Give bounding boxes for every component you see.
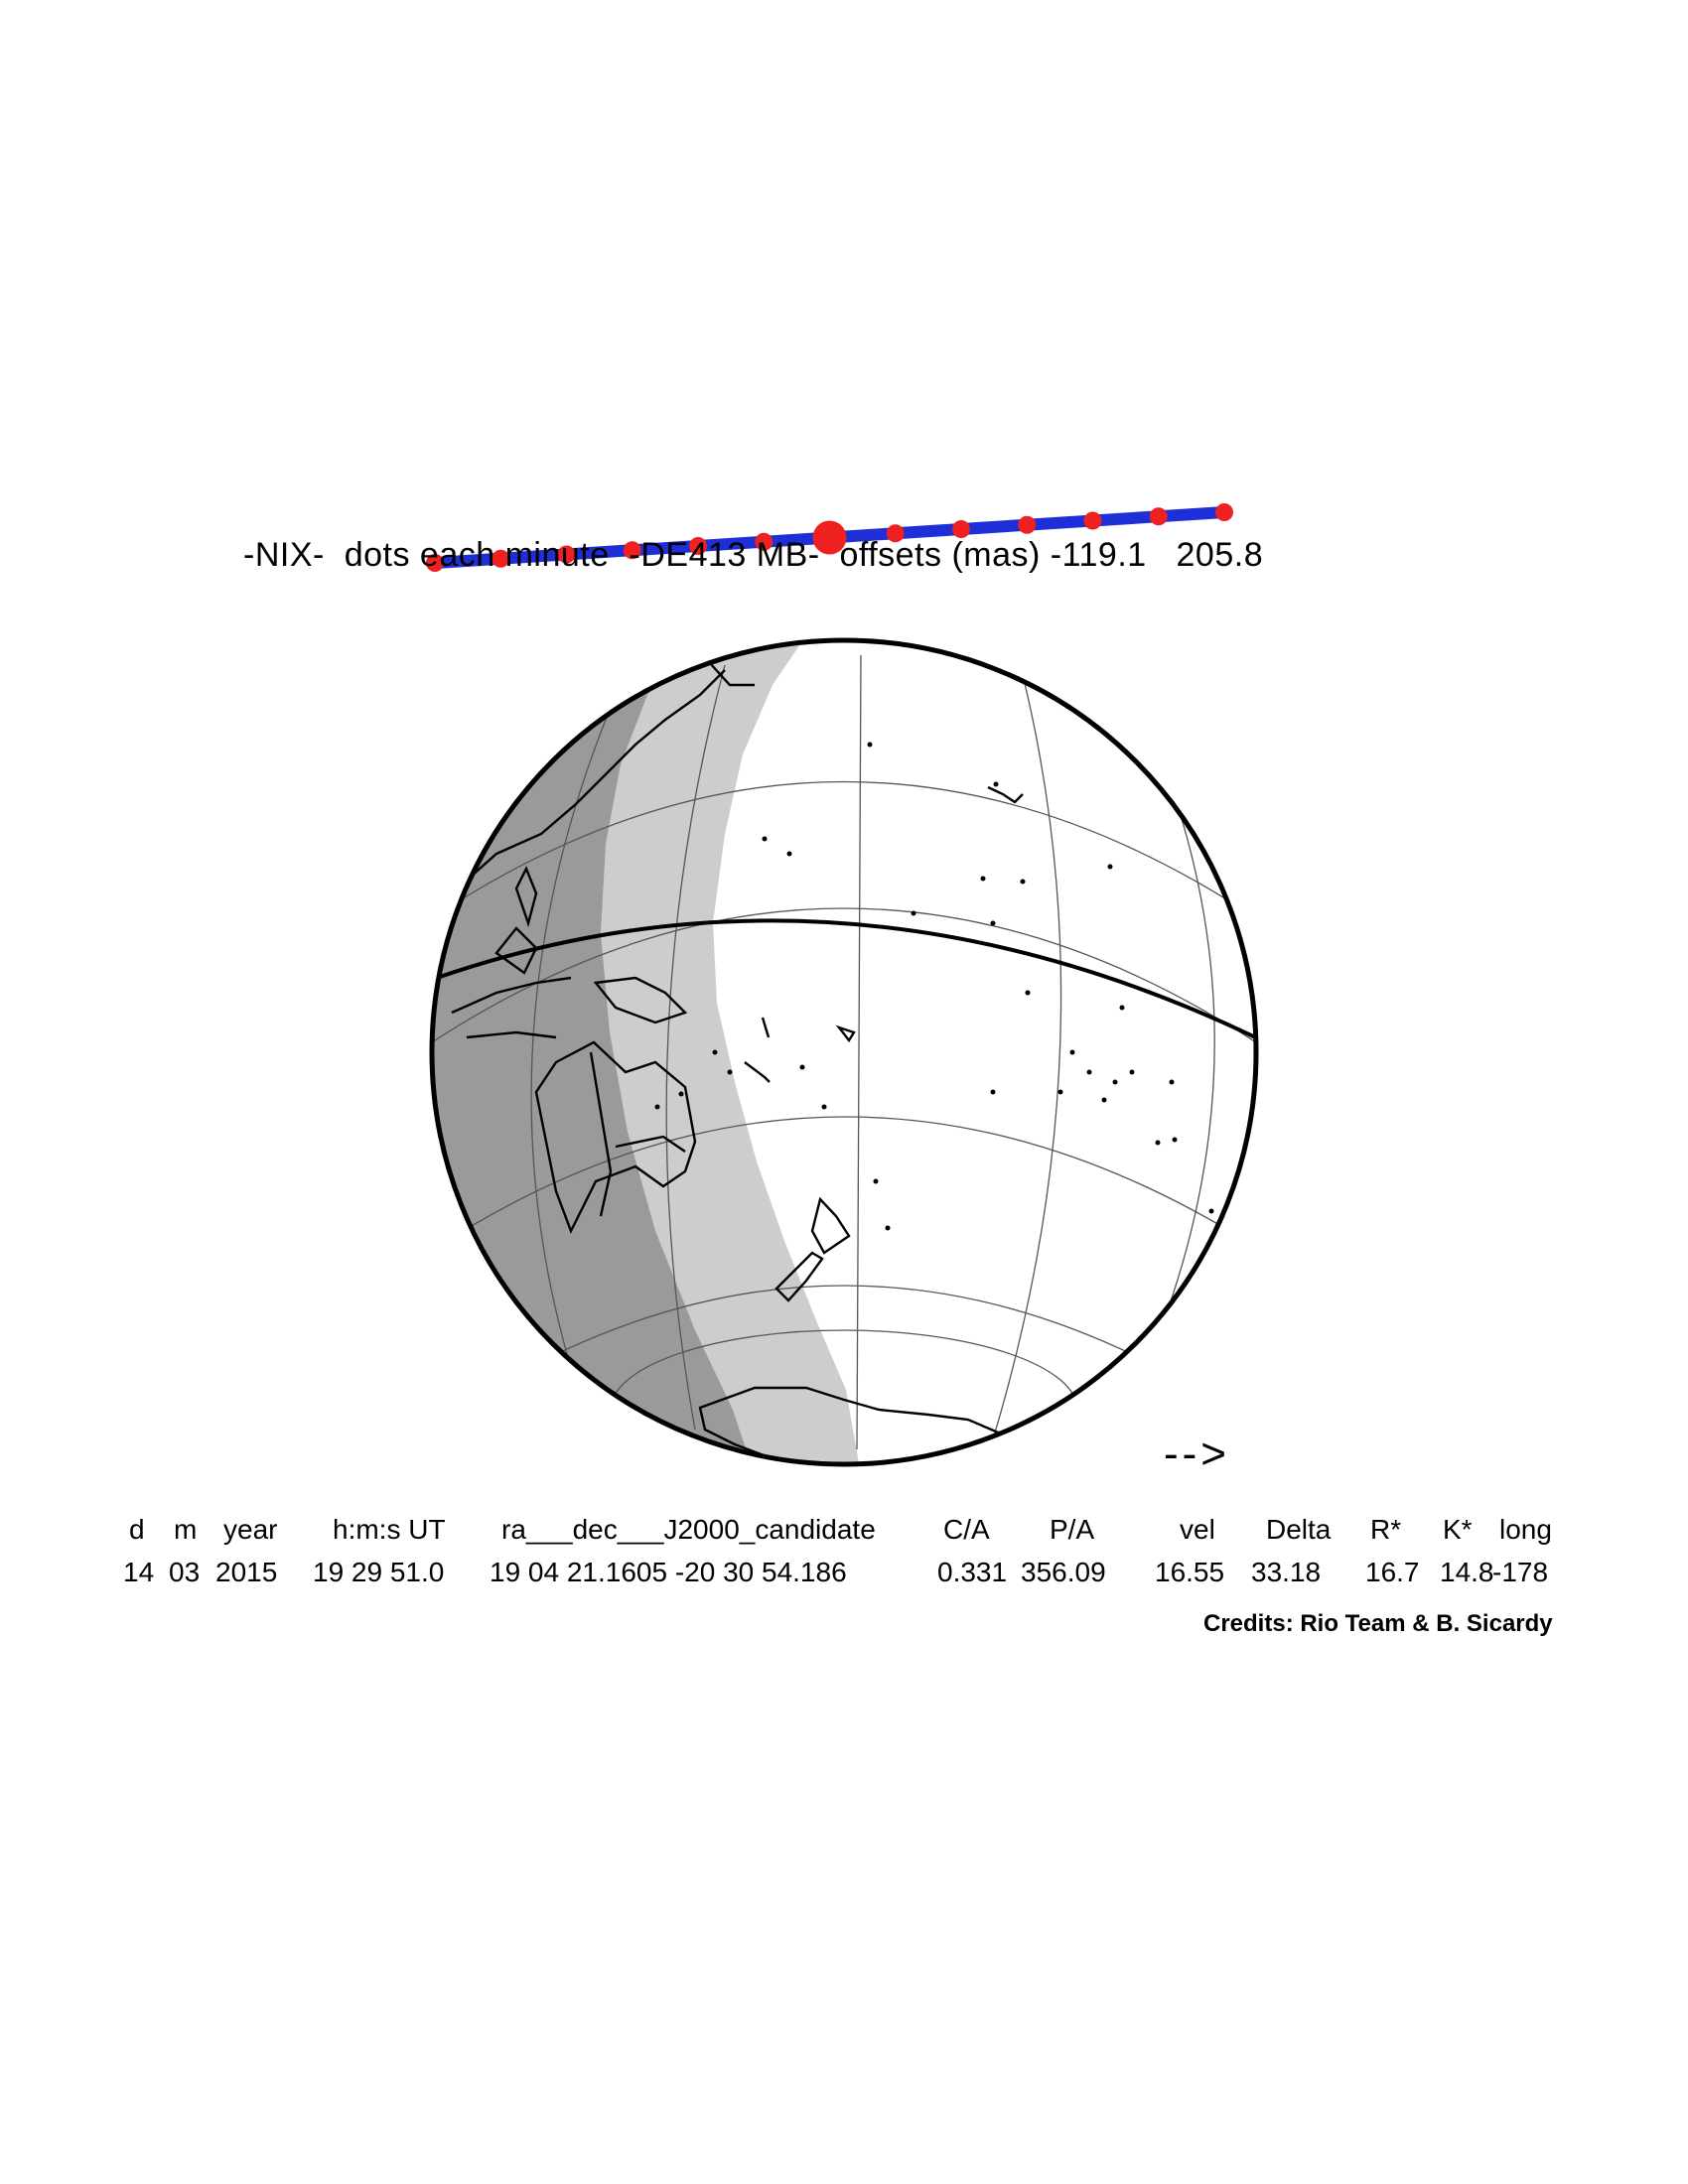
new-caledonia (744, 1061, 771, 1083)
table-value: 19 29 51.0 (313, 1557, 445, 1587)
minute-dot (1083, 511, 1102, 530)
island-dot (762, 836, 768, 842)
island-dot (1172, 1137, 1178, 1143)
table-header: C/A (943, 1514, 990, 1545)
island-dot (873, 1178, 879, 1184)
island-dot (1112, 1079, 1118, 1085)
fiji (835, 1024, 856, 1043)
hawaii (987, 785, 1024, 804)
minute-dot (492, 549, 510, 568)
island-dot (867, 742, 873, 748)
table-value: 03 (169, 1557, 201, 1587)
asia-coast (451, 669, 726, 894)
island-dot (1119, 1005, 1125, 1011)
island-dot (1086, 1069, 1092, 1075)
table-header: year (223, 1514, 278, 1545)
minute-dot (426, 554, 444, 572)
island-dot (990, 920, 996, 926)
table-header: R* (1370, 1514, 1402, 1545)
island-dot (1025, 990, 1031, 996)
island-dot (911, 910, 916, 916)
vanuatu (761, 1017, 771, 1038)
minute-dot (623, 541, 641, 560)
island-dot (885, 1225, 891, 1231)
table-value: 0.331 (937, 1557, 1008, 1587)
table-header: vel (1180, 1514, 1215, 1545)
minute-dot (689, 537, 707, 555)
table-value: -178 (1492, 1557, 1549, 1587)
island-dot (1107, 864, 1113, 870)
minute-dots (426, 503, 1233, 572)
island-dot (1155, 1140, 1161, 1146)
island-dot (712, 1049, 718, 1055)
table-value: 2015 (215, 1557, 278, 1587)
island-dot (1208, 1208, 1214, 1214)
island-dot (799, 1064, 805, 1070)
minute-dot (1215, 503, 1233, 521)
island-dot (1169, 1079, 1175, 1085)
table-header: P/A (1050, 1514, 1095, 1545)
table-header: m (174, 1514, 198, 1545)
island-dot (786, 851, 792, 857)
pacific-islands (654, 742, 1232, 1231)
table-header: d (129, 1514, 145, 1545)
island-dot (727, 1069, 733, 1075)
globe (429, 637, 1259, 1467)
table-header: long (1499, 1514, 1552, 1545)
minute-dot (755, 532, 774, 551)
island-dot (1101, 1097, 1107, 1103)
americas-edge (1199, 783, 1228, 855)
equator (436, 918, 1256, 1054)
hokkaido (709, 662, 755, 687)
indonesia (451, 926, 572, 1039)
island-dot (990, 1089, 996, 1095)
shadow-track (426, 503, 1233, 572)
minute-dot (886, 524, 905, 543)
island-dot (980, 876, 986, 882)
minute-dot (557, 545, 576, 564)
table-header: ra___dec___J2000_candidate (501, 1514, 876, 1545)
credits: Credits: Rio Team & B. Sicardy (1203, 1610, 1553, 1637)
minute-dot (1149, 507, 1168, 526)
table-value: 19 04 21.1605 -20 30 54.186 (490, 1557, 847, 1587)
island-dot (678, 1091, 684, 1097)
island-dot (821, 1104, 827, 1110)
new-zealand-south (774, 1251, 824, 1302)
table-header: K* (1443, 1514, 1473, 1545)
table-value: 16.55 (1155, 1557, 1225, 1587)
island-dot (1057, 1089, 1063, 1095)
table-value: 356.09 (1021, 1557, 1106, 1587)
new-zealand-north (810, 1196, 851, 1255)
night-zone (432, 640, 753, 1464)
island-dot (654, 1104, 660, 1110)
table-header: Delta (1266, 1514, 1332, 1545)
island-dot (1129, 1069, 1135, 1075)
minute-dot (812, 520, 847, 555)
minute-dot (1018, 515, 1037, 534)
australia-borders (589, 1051, 686, 1217)
table-value: 16.7 (1365, 1557, 1420, 1587)
table-value: 14 (123, 1557, 155, 1587)
minute-dot (952, 520, 970, 538)
direction-arrow: --> (1164, 1430, 1230, 1478)
island-dot (993, 781, 999, 787)
australia (534, 1040, 697, 1234)
table-header: h:m:s UT (333, 1514, 446, 1545)
new-guinea (593, 976, 688, 1024)
island-dot (1020, 879, 1026, 885)
philippines (514, 866, 538, 928)
globe-outline (429, 637, 1259, 1467)
plot-title: -NIX- dots each minute -DE413 MB- offset… (243, 536, 1264, 574)
table-value: 33.18 (1251, 1557, 1322, 1587)
island-dot (1069, 1049, 1075, 1055)
table-value: 14.8 (1440, 1557, 1494, 1587)
